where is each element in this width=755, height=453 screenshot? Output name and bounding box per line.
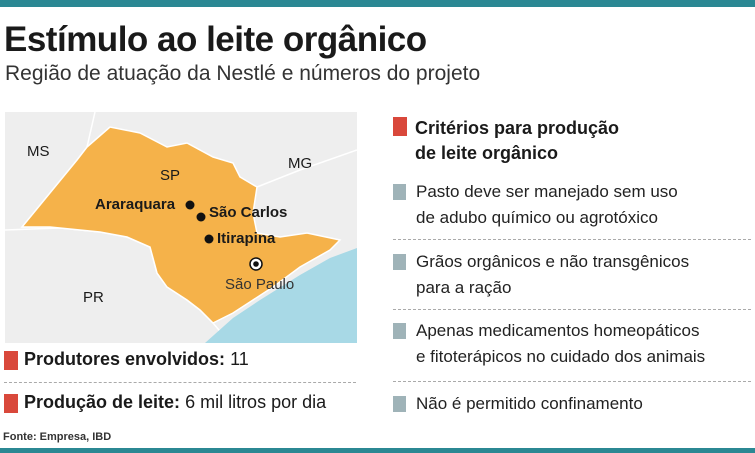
gray-marker — [393, 396, 406, 412]
item-line: Pasto deve ser manejado sem uso — [416, 182, 678, 201]
gray-marker — [393, 323, 406, 339]
label-sao-paulo: São Paulo — [225, 276, 295, 293]
divider — [393, 309, 751, 310]
label-pr: PR — [83, 289, 104, 306]
item-line: Grãos orgânicos e não transgênicos — [416, 252, 690, 271]
gray-marker — [393, 254, 406, 270]
divider — [4, 382, 356, 383]
sao-paulo-state — [20, 126, 342, 324]
criteria-heading: Critérios para produção de leite orgânic… — [415, 116, 619, 166]
capital-marker-dot — [253, 261, 259, 267]
label-araraquara: Araraquara — [95, 196, 176, 213]
stat-value: 11 — [230, 349, 249, 369]
stat-label: Produtores envolvidos: — [24, 349, 226, 369]
divider — [393, 239, 751, 240]
criteria-item: Não é permitido confinamento — [416, 391, 751, 417]
criteria-item: Apenas medicamentos homeopáticos e fitote… — [416, 318, 751, 370]
item-line: para a ração — [416, 278, 512, 297]
city-dot-araraquara — [185, 200, 195, 210]
red-marker — [4, 351, 18, 370]
gray-marker — [393, 184, 406, 200]
item-line: de adubo químico ou agrotóxico — [416, 208, 658, 227]
stat-producers: Produtores envolvidos: 11 — [24, 349, 249, 370]
title: Estímulo ao leite orgânico — [4, 20, 427, 59]
label-mg: MG — [288, 155, 313, 172]
stat-production: Produção de leite: 6 mil litros por dia — [24, 392, 326, 413]
sea — [205, 248, 357, 343]
red-marker — [393, 117, 407, 136]
label-sao-carlos: São Carlos — [209, 204, 288, 221]
label-itirapina: Itirapina — [217, 230, 276, 247]
stat-label: Produção de leite: — [24, 392, 181, 412]
red-marker — [4, 394, 18, 413]
divider — [393, 381, 751, 382]
bottom-border — [0, 448, 755, 453]
criteria-item: Pasto deve ser manejado sem uso de adubo … — [416, 179, 751, 231]
label-ms: MS — [27, 143, 50, 160]
heading-line: de leite orgânico — [415, 143, 559, 163]
criteria-item: Grãos orgânicos e não transgênicos para a… — [416, 249, 751, 301]
item-line: e fitoterápicos no cuidado dos animais — [416, 347, 706, 366]
stat-value: 6 mil litros por dia — [185, 392, 327, 412]
item-line: Apenas medicamentos homeopáticos — [416, 321, 700, 340]
subtitle: Região de atuação da Nestlé e números do… — [5, 62, 481, 85]
item-line: Não é permitido confinamento — [416, 394, 643, 413]
city-dot-itirapina — [204, 234, 214, 244]
city-dot-sao-carlos — [196, 212, 206, 222]
source: Fonte: Empresa, IBD — [3, 431, 112, 443]
top-border — [0, 0, 755, 7]
label-sp: SP — [160, 167, 181, 184]
heading-line: Critérios para produção — [415, 118, 620, 138]
map — [5, 112, 357, 343]
